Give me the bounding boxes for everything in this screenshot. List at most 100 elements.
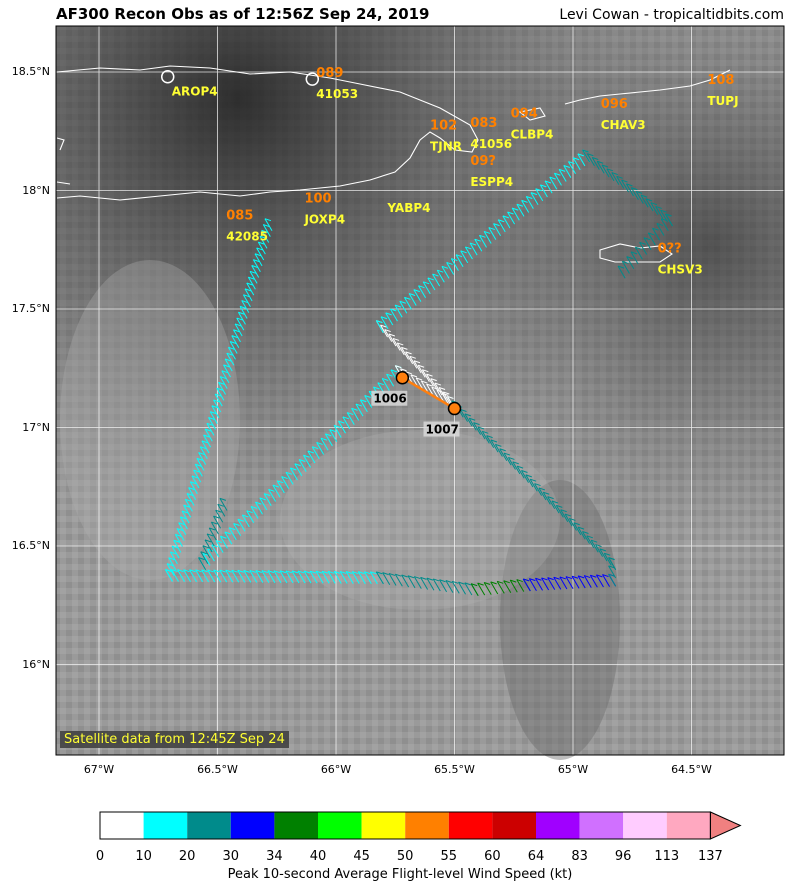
wind-barb bbox=[481, 431, 490, 444]
wind-barb-flag bbox=[460, 250, 467, 254]
wind-barb-flag bbox=[652, 227, 659, 231]
wind-barb-flag bbox=[409, 355, 416, 359]
wind-barb-flag bbox=[415, 377, 423, 381]
wind-barb bbox=[417, 364, 426, 378]
wind-barb-flag bbox=[382, 377, 389, 381]
wind-barb-flag bbox=[540, 184, 547, 188]
wind-barb bbox=[215, 540, 224, 553]
wind-barb bbox=[201, 440, 210, 454]
wind-barb-flag bbox=[626, 183, 633, 187]
wind-barb-flag bbox=[431, 386, 438, 390]
wind-barb-flag bbox=[352, 571, 359, 575]
wind-barb bbox=[611, 172, 620, 185]
wind-barb-flag bbox=[446, 261, 453, 265]
wind-barb-flag bbox=[219, 497, 227, 501]
wind-barb bbox=[261, 570, 270, 583]
wind-barb bbox=[464, 413, 473, 427]
wind-barb bbox=[170, 569, 179, 582]
wind-barb bbox=[259, 497, 268, 511]
wind-barb-flag bbox=[590, 574, 597, 578]
wind-barb-flag bbox=[622, 260, 629, 264]
wind-barb bbox=[634, 246, 643, 260]
wind-barb-flag bbox=[464, 413, 472, 417]
wind-barb-flag bbox=[464, 582, 471, 586]
colorbar-tick-label: 96 bbox=[614, 849, 632, 864]
wind-barb-flag bbox=[171, 545, 179, 549]
wind-barb-flag bbox=[231, 569, 238, 573]
wind-barb-flag bbox=[392, 337, 400, 341]
wind-barb-flag bbox=[198, 452, 205, 456]
wind-barb-flag bbox=[563, 165, 570, 168]
wind-barb bbox=[608, 573, 617, 587]
wind-barb-flag bbox=[635, 246, 642, 250]
wind-barb bbox=[586, 153, 595, 167]
wind-barb bbox=[455, 254, 464, 268]
wind-barb-flag bbox=[584, 575, 591, 579]
wind-barb bbox=[460, 250, 469, 264]
station-wind-value: 085 bbox=[226, 208, 253, 223]
wind-barb-flag bbox=[656, 222, 664, 226]
wind-barb bbox=[357, 571, 366, 584]
wind-barb-flag bbox=[530, 478, 537, 482]
wind-barb bbox=[342, 416, 351, 430]
wind-barb-flag bbox=[502, 215, 510, 219]
wind-barb bbox=[539, 184, 548, 198]
station-wind-value: 089 bbox=[316, 66, 343, 81]
wind-barb-flag bbox=[279, 570, 287, 574]
wind-barb bbox=[254, 501, 263, 515]
wind-barb-flag bbox=[544, 180, 552, 184]
wind-barb-flag bbox=[224, 531, 231, 535]
wind-barb-flag bbox=[333, 424, 341, 428]
wind-barb-flag bbox=[180, 516, 187, 520]
station-wind-value: 100 bbox=[304, 192, 331, 207]
wind-barb bbox=[268, 489, 277, 502]
wind-barb-flag bbox=[626, 256, 633, 260]
wind-barb bbox=[303, 454, 311, 468]
wind-barb-flag bbox=[417, 364, 425, 368]
colorbar-segment bbox=[448, 812, 493, 839]
wind-barb bbox=[183, 504, 192, 518]
wind-barb bbox=[565, 576, 574, 589]
wind-barb bbox=[380, 316, 389, 330]
wind-barb bbox=[555, 505, 564, 518]
wind-barb-flag bbox=[215, 540, 223, 544]
wind-barb-flag bbox=[507, 211, 514, 215]
wind-barb-flag bbox=[225, 569, 232, 573]
station-id: JOXP4 bbox=[303, 213, 345, 227]
wind-barb-flag bbox=[477, 426, 485, 430]
colorbar-tick-label: 34 bbox=[266, 849, 283, 864]
wind-barb bbox=[246, 282, 255, 296]
wind-barb bbox=[409, 356, 418, 369]
wind-barb-flag bbox=[636, 190, 643, 194]
wind-barb-flag bbox=[631, 187, 638, 191]
wind-barb-flag bbox=[434, 382, 442, 386]
wind-barb-flag bbox=[218, 381, 225, 385]
wind-barb bbox=[450, 258, 459, 271]
wind-barb-flag bbox=[327, 570, 335, 574]
wind-barb bbox=[601, 164, 610, 178]
wind-barb bbox=[241, 514, 250, 528]
station-wind-value: 108 bbox=[707, 73, 734, 88]
wind-barb bbox=[218, 382, 226, 395]
wind-barb-flag bbox=[495, 443, 502, 447]
wind-barb-flag bbox=[346, 571, 353, 574]
wind-barb-flag bbox=[551, 500, 559, 504]
wind-barb bbox=[219, 376, 228, 389]
wind-barb bbox=[589, 574, 598, 588]
wind-barb-flag bbox=[560, 509, 567, 513]
wind-barb bbox=[213, 399, 222, 413]
wind-barb-flag bbox=[547, 496, 554, 500]
wind-barb bbox=[237, 311, 246, 325]
wind-barb-flag bbox=[648, 232, 655, 236]
wind-barb bbox=[297, 570, 306, 584]
wind-barb-flag bbox=[259, 235, 267, 239]
wind-barb-flag bbox=[351, 407, 358, 411]
wind-barb bbox=[369, 571, 378, 585]
wind-barb-flag bbox=[176, 528, 184, 532]
colorbar-tick-label: 55 bbox=[440, 849, 458, 864]
wind-barb-flag bbox=[602, 574, 609, 578]
station-id: TUPJ bbox=[707, 94, 738, 108]
wind-barb bbox=[346, 412, 355, 425]
wind-barb-flag bbox=[250, 505, 258, 509]
wind-barb bbox=[224, 358, 233, 372]
